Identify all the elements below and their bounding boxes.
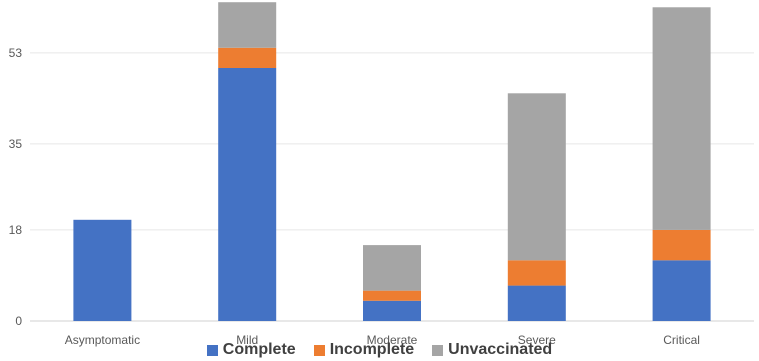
x-tick-label: Severe [518,333,556,347]
legend-label-incomplete: Incomplete [329,341,415,358]
x-tick-label: Critical [663,333,700,347]
bar-complete-critical [652,260,711,321]
legend-item-complete: Complete [206,341,296,359]
legend-swatch-incomplete [313,344,325,356]
y-tick-label: 53 [9,46,23,60]
bar-unvaccinated-moderate [363,245,421,291]
bar-unvaccinated-severe [507,93,566,261]
bar-complete-mild [218,68,277,321]
legend-item-unvaccinated: Unvaccinated [432,341,552,359]
x-tick-label: Moderate [367,333,418,347]
bar-complete-moderate [363,300,421,321]
y-tick-label: 0 [15,314,22,328]
y-axis-tick-labels: 0 18 35 53 [9,46,23,328]
y-tick-label: 18 [9,223,23,237]
bar-complete-severe [507,285,566,321]
legend-label-unvaccinated: Unvaccinated [448,341,553,358]
legend-swatch-unvaccinated [432,344,444,356]
legend-swatch-complete [206,344,218,356]
legend-item-incomplete: Incomplete [313,341,415,359]
x-tick-label: Mild [236,333,258,347]
bar-incomplete-mild [218,47,277,68]
bars [73,2,711,321]
bar-incomplete-moderate [363,290,421,301]
y-tick-label: 35 [9,137,23,151]
bar-unvaccinated-mild [218,2,277,48]
bar-unvaccinated-critical [652,7,711,230]
x-tick-label: Asymptomatic [65,333,140,347]
bar-complete-asymptomatic [73,219,132,321]
bar-incomplete-critical [652,229,711,261]
legend: Complete Incomplete Unvaccinated [0,341,759,359]
x-axis-category-labels: Asymptomatic Mild Moderate Severe Critical [65,333,700,347]
legend-label-complete: Complete [222,341,296,358]
bar-incomplete-severe [507,260,566,286]
